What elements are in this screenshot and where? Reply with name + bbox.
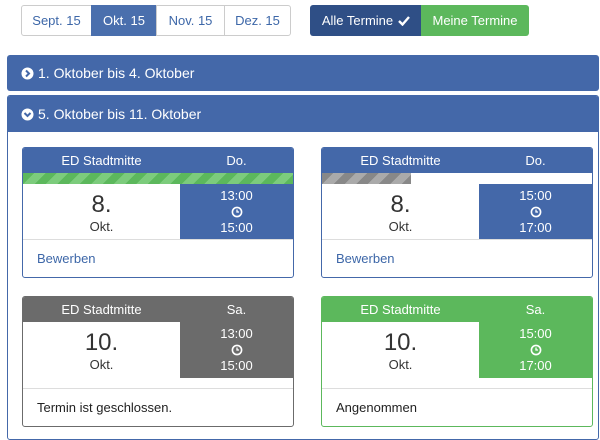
weekday: Sa. xyxy=(226,302,247,317)
label: Meine Termine xyxy=(432,13,518,28)
progress-fill xyxy=(322,173,412,184)
card-header: ED Stadtmitte Sa. xyxy=(23,297,293,322)
card-footer[interactable]: Bewerben xyxy=(322,239,592,277)
card-body: 8. Okt. 15:00 17:00 xyxy=(322,184,592,240)
progress xyxy=(322,173,592,184)
card-header: ED Stadtmitte Do. xyxy=(23,148,293,173)
weekday: Do. xyxy=(226,153,247,168)
location: ED Stadtmitte xyxy=(61,302,142,317)
weekday: Do. xyxy=(525,153,546,168)
tab-active[interactable]: Okt. 15 xyxy=(91,5,157,36)
check-icon xyxy=(398,15,411,26)
date: 8. Okt. xyxy=(322,184,479,240)
card-footer[interactable]: Bewerben xyxy=(23,239,293,277)
month: Okt. xyxy=(388,218,413,234)
footer-text[interactable]: Bewerben xyxy=(336,251,395,266)
time: 15:00 17:00 xyxy=(479,184,592,240)
card-header: ED Stadtmitte Do. xyxy=(322,148,592,173)
chevron-icon xyxy=(21,108,34,120)
day: 10. xyxy=(383,328,418,356)
label: Alle Termine xyxy=(321,13,394,28)
section-header[interactable]: 1. Oktober bis 4. Oktober xyxy=(7,55,599,91)
month: Okt. xyxy=(388,356,413,372)
card-footer: Termin ist geschlossen. xyxy=(23,388,293,426)
progress-fill xyxy=(23,173,293,184)
filter-all[interactable]: Alle Termine xyxy=(310,5,422,36)
end: 15:00 xyxy=(220,220,253,235)
clock-icon xyxy=(530,344,541,356)
end: 17:00 xyxy=(519,358,552,373)
location: ED Stadtmitte xyxy=(61,153,142,168)
chevron-icon xyxy=(21,67,34,79)
card: ED Stadtmitte Sa. 10. Okt. 15:00 17:00 Angenom… xyxy=(321,296,593,427)
date: 10. Okt. xyxy=(23,322,180,378)
date: 8. Okt. xyxy=(23,184,180,240)
card-footer: Angenommen xyxy=(322,388,592,426)
start: 15:00 xyxy=(519,326,552,341)
footer-text: Termin ist geschlossen. xyxy=(37,400,173,415)
card-body: 10. Okt. 15:00 17:00 xyxy=(322,322,592,378)
month: Okt. xyxy=(89,356,114,372)
time: 13:00 15:00 xyxy=(180,184,293,240)
section-title: 1. Oktober bis 4. Oktober xyxy=(38,65,195,81)
card-body: 8. Okt. 13:00 15:00 xyxy=(23,184,293,240)
tab[interactable]: Nov. 15 xyxy=(156,5,225,36)
end: 15:00 xyxy=(220,358,253,373)
card-header: ED Stadtmitte Sa. xyxy=(322,297,592,322)
clock-icon xyxy=(530,206,541,218)
card-body: 10. Okt. 13:00 15:00 xyxy=(23,322,293,378)
month: Okt. xyxy=(89,218,114,234)
day: 8. xyxy=(390,190,411,218)
start: 13:00 xyxy=(220,188,253,203)
footer-text[interactable]: Bewerben xyxy=(37,251,96,266)
clock-icon xyxy=(231,206,242,218)
card: ED Stadtmitte Do. 8. Okt. 13:00 15:00 Bewerben xyxy=(22,147,294,278)
footer-text: Angenommen xyxy=(336,400,417,415)
filter-mine[interactable]: Meine Termine xyxy=(421,5,529,36)
section-header[interactable]: 5. Oktober bis 11. Oktober xyxy=(7,96,599,132)
time: 13:00 15:00 xyxy=(180,322,293,378)
tab[interactable]: Dez. 15 xyxy=(224,5,291,36)
day: 10. xyxy=(84,328,119,356)
date: 10. Okt. xyxy=(322,322,479,378)
end: 17:00 xyxy=(519,220,552,235)
section-title: 5. Oktober bis 11. Oktober xyxy=(38,106,202,122)
weekday: Sa. xyxy=(525,302,546,317)
card: ED Stadtmitte Sa. 10. Okt. 13:00 15:00 Termin … xyxy=(22,296,294,427)
location: ED Stadtmitte xyxy=(360,302,441,317)
location: ED Stadtmitte xyxy=(360,153,441,168)
start: 15:00 xyxy=(519,188,552,203)
tab[interactable]: Sept. 15 xyxy=(21,5,92,36)
start: 13:00 xyxy=(220,326,253,341)
progress xyxy=(23,173,293,184)
clock-icon xyxy=(231,344,242,356)
card: ED Stadtmitte Do. 8. Okt. 15:00 17:00 Bewerben xyxy=(321,147,593,278)
time: 15:00 17:00 xyxy=(479,322,592,378)
day: 8. xyxy=(91,190,112,218)
